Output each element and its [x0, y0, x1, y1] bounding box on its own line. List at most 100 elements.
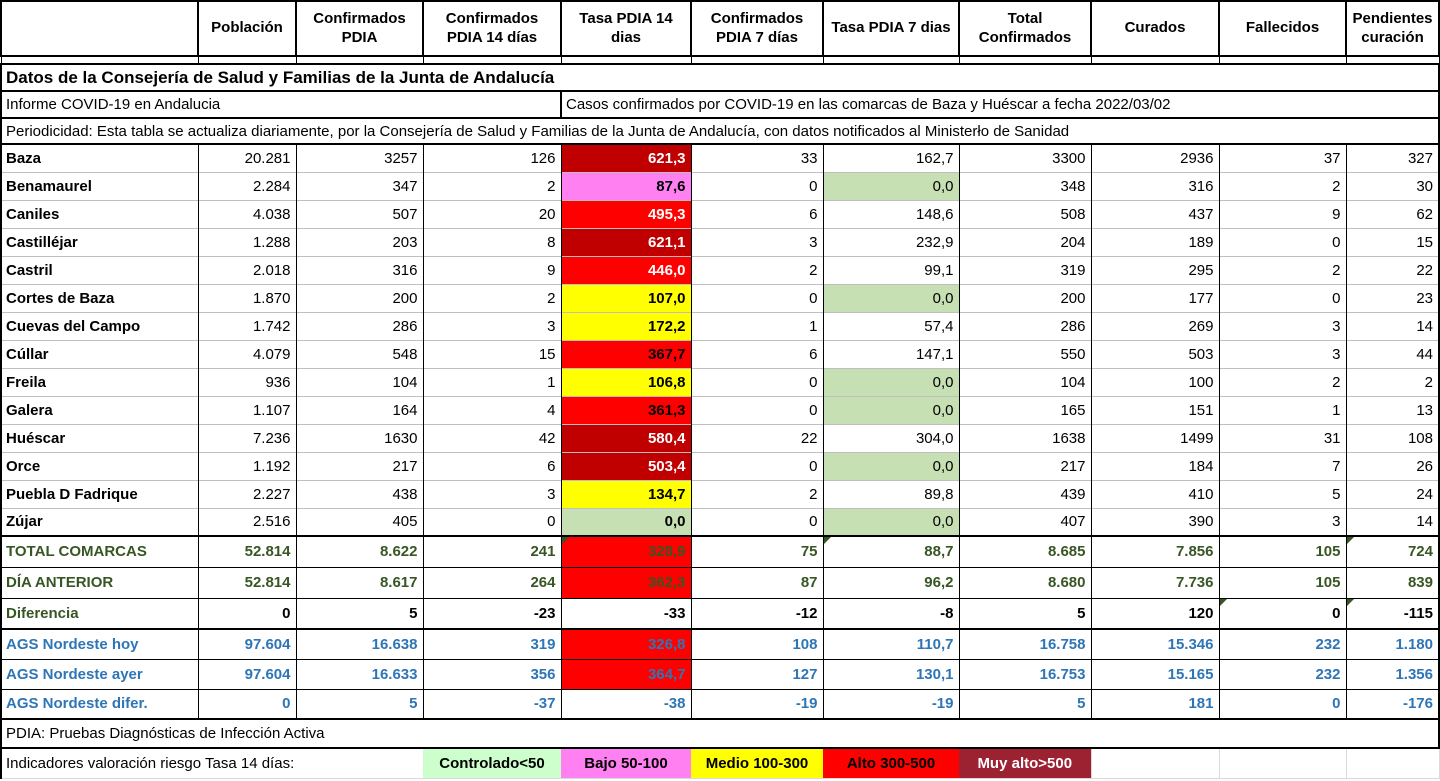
cell-zujar-conf14[interactable]: 0 — [422, 507, 562, 536]
cell-galera-tasa7[interactable]: 0,0 — [822, 395, 960, 424]
cell-ags-nordeste-hoy-name[interactable]: AGS Nordeste hoy — [0, 628, 199, 660]
cell-ags-nordeste-hoy-pendientes[interactable]: 1.180 — [1345, 628, 1440, 660]
cell-zujar-pendientes[interactable]: 14 — [1345, 507, 1440, 536]
cell-orce-name[interactable]: Orce — [0, 451, 199, 480]
cell-ags-nordeste-ayer-name[interactable]: AGS Nordeste ayer — [0, 658, 199, 690]
cell-ags-nordeste-hoy-conf14[interactable]: 319 — [422, 628, 562, 660]
cell-galera-conf_pdia[interactable]: 164 — [295, 395, 424, 424]
cell-galera-name[interactable]: Galera — [0, 395, 199, 424]
cell-castillejar-conf14[interactable]: 8 — [422, 227, 562, 256]
cell-dia-anterior-curados[interactable]: 7.736 — [1090, 566, 1220, 599]
cell-orce-total[interactable]: 217 — [958, 451, 1092, 480]
cell-zujar-curados[interactable]: 390 — [1090, 507, 1220, 536]
cell-zujar-tasa7[interactable]: 0,0 — [822, 507, 960, 536]
column-header-confirmados-pdia[interactable]: Confirmados PDIA — [295, 0, 424, 57]
cell-orce-pendientes[interactable]: 26 — [1345, 451, 1440, 480]
cell-cortes-de-baza-name[interactable]: Cortes de Baza — [0, 283, 199, 312]
legend-item-muy-alto-500[interactable]: Muy alto>500 — [959, 748, 1091, 779]
cell-huescar-tasa7[interactable]: 304,0 — [822, 423, 960, 452]
cell-ags-nordeste-hoy-curados[interactable]: 15.346 — [1090, 628, 1220, 660]
cell-ags-nordeste-hoy-fallecidos[interactable]: 232 — [1218, 628, 1347, 660]
cell-benamaurel-fallecidos[interactable]: 2 — [1218, 171, 1347, 200]
cell-cuevas-del-campo-total[interactable]: 286 — [958, 311, 1092, 340]
cell-cuevas-del-campo-poblacion[interactable]: 1.742 — [197, 311, 297, 340]
cell-cuevas-del-campo-conf_pdia[interactable]: 286 — [295, 311, 424, 340]
cell-diferencia-conf7[interactable]: -12 — [690, 597, 824, 630]
cell-ags-nordeste-hoy-tasa14[interactable]: 326,8 — [560, 628, 692, 660]
cell-total-comarcas-pendientes[interactable]: 724 — [1345, 535, 1440, 568]
cell-puebla-d-fadrique-conf_pdia[interactable]: 438 — [295, 479, 424, 508]
cell-ags-nordeste-difer-name[interactable]: AGS Nordeste difer. — [0, 688, 199, 720]
cell-huescar-conf7[interactable]: 22 — [690, 423, 824, 452]
cell-ags-nordeste-ayer-fallecidos[interactable]: 232 — [1218, 658, 1347, 690]
cell-ags-nordeste-difer-conf_pdia[interactable]: 5 — [295, 688, 424, 720]
cell-castillejar-conf_pdia[interactable]: 203 — [295, 227, 424, 256]
cell-cortes-de-baza-poblacion[interactable]: 1.870 — [197, 283, 297, 312]
cell-puebla-d-fadrique-tasa14[interactable]: 134,7 — [560, 479, 692, 508]
cell-puebla-d-fadrique-fallecidos[interactable]: 5 — [1218, 479, 1347, 508]
cell-puebla-d-fadrique-curados[interactable]: 410 — [1090, 479, 1220, 508]
cell-benamaurel-tasa14[interactable]: 87,6 — [560, 171, 692, 200]
cell-huescar-poblacion[interactable]: 7.236 — [197, 423, 297, 452]
cell-freila-tasa14[interactable]: 106,8 — [560, 367, 692, 396]
column-header-tasa-pdia-7-dias[interactable]: Tasa PDIA 7 dias — [822, 0, 960, 57]
cell-zujar-conf7[interactable]: 0 — [690, 507, 824, 536]
cell-ags-nordeste-ayer-tasa7[interactable]: 130,1 — [822, 658, 960, 690]
cell-diferencia-name[interactable]: Diferencia — [0, 597, 199, 630]
cell-castillejar-fallecidos[interactable]: 0 — [1218, 227, 1347, 256]
cell-diferencia-fallecidos[interactable]: 0 — [1218, 597, 1347, 630]
cell-total-comarcas-curados[interactable]: 7.856 — [1090, 535, 1220, 568]
cell-diferencia-total[interactable]: 5 — [958, 597, 1092, 630]
cell-cuevas-del-campo-conf7[interactable]: 1 — [690, 311, 824, 340]
cell-total-comarcas-conf_pdia[interactable]: 8.622 — [295, 535, 424, 568]
cell-castril-fallecidos[interactable]: 2 — [1218, 255, 1347, 284]
cell-ags-nordeste-ayer-poblacion[interactable]: 97.604 — [197, 658, 297, 690]
cell-dia-anterior-poblacion[interactable]: 52.814 — [197, 566, 297, 599]
cell-castril-name[interactable]: Castril — [0, 255, 199, 284]
cell-diferencia-poblacion[interactable]: 0 — [197, 597, 297, 630]
cell-diferencia-pendientes[interactable]: -115 — [1345, 597, 1440, 630]
cell-huescar-fallecidos[interactable]: 31 — [1218, 423, 1347, 452]
cell-ags-nordeste-difer-tasa14[interactable]: -38 — [560, 688, 692, 720]
cell-castillejar-curados[interactable]: 189 — [1090, 227, 1220, 256]
cell-diferencia-curados[interactable]: 120 — [1090, 597, 1220, 630]
cell-cullar-pendientes[interactable]: 44 — [1345, 339, 1440, 368]
cell-cuevas-del-campo-conf14[interactable]: 3 — [422, 311, 562, 340]
column-header-confirmados-pdia-7-dias[interactable]: Confirmados PDIA 7 días — [690, 0, 824, 57]
cell-orce-conf7[interactable]: 0 — [690, 451, 824, 480]
cell-zujar-poblacion[interactable]: 2.516 — [197, 507, 297, 536]
column-header-poblacion[interactable]: Población — [197, 0, 297, 57]
column-header-rowlabel[interactable] — [0, 0, 199, 57]
cell-diferencia-conf_pdia[interactable]: 5 — [295, 597, 424, 630]
cell-cortes-de-baza-conf_pdia[interactable]: 200 — [295, 283, 424, 312]
cell-orce-poblacion[interactable]: 1.192 — [197, 451, 297, 480]
cell-total-comarcas-name[interactable]: TOTAL COMARCAS — [0, 535, 199, 568]
cell-galera-total[interactable]: 165 — [958, 395, 1092, 424]
cell-castril-poblacion[interactable]: 2.018 — [197, 255, 297, 284]
cell-total-comarcas-fallecidos[interactable]: 105 — [1218, 535, 1347, 568]
cell-galera-conf14[interactable]: 4 — [422, 395, 562, 424]
cell-orce-tasa14[interactable]: 503,4 — [560, 451, 692, 480]
legend-item-bajo-50-100[interactable]: Bajo 50-100 — [561, 748, 691, 779]
cell-zujar-tasa14[interactable]: 0,0 — [560, 507, 692, 536]
cell-cullar-total[interactable]: 550 — [958, 339, 1092, 368]
column-header-fallecidos[interactable]: Fallecidos — [1218, 0, 1347, 57]
cell-castillejar-poblacion[interactable]: 1.288 — [197, 227, 297, 256]
cell-puebla-d-fadrique-pendientes[interactable]: 24 — [1345, 479, 1440, 508]
cell-baza-conf_pdia[interactable]: 3257 — [295, 143, 424, 172]
column-header-total-confirmados[interactable]: Total Confirmados — [958, 0, 1092, 57]
cell-total-comarcas-conf7[interactable]: 75 — [690, 535, 824, 568]
legend-empty-cell[interactable] — [1090, 747, 1220, 779]
cell-ags-nordeste-difer-conf14[interactable]: -37 — [422, 688, 562, 720]
cell-castillejar-tasa14[interactable]: 621,1 — [560, 227, 692, 256]
cell-freila-pendientes[interactable]: 2 — [1345, 367, 1440, 396]
cell-puebla-d-fadrique-total[interactable]: 439 — [958, 479, 1092, 508]
cell-puebla-d-fadrique-conf14[interactable]: 3 — [422, 479, 562, 508]
cell-ags-nordeste-hoy-conf_pdia[interactable]: 16.638 — [295, 628, 424, 660]
cell-castillejar-tasa7[interactable]: 232,9 — [822, 227, 960, 256]
cell-castril-conf_pdia[interactable]: 316 — [295, 255, 424, 284]
cell-ags-nordeste-difer-poblacion[interactable]: 0 — [197, 688, 297, 720]
cell-caniles-total[interactable]: 508 — [958, 199, 1092, 228]
cell-dia-anterior-conf14[interactable]: 264 — [422, 566, 562, 599]
cell-zujar-fallecidos[interactable]: 3 — [1218, 507, 1347, 536]
